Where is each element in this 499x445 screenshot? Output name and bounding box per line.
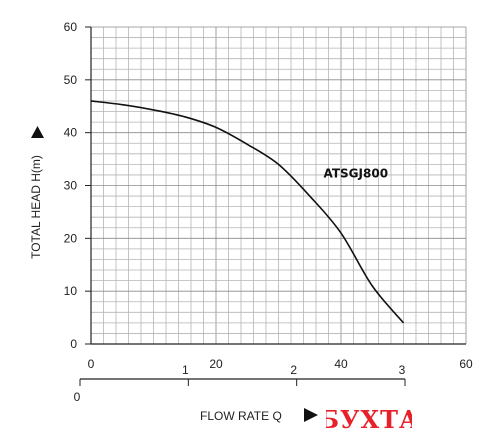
chart-grid [90,26,467,345]
series-line-atsgj800 [90,100,405,324]
x-tick-label: 0 [88,357,95,371]
y-tick-labels: 0 10 20 30 40 50 60 [64,20,78,351]
secondary-x-tick-label: 3 [399,363,406,377]
y-tick-label: 60 [64,20,78,34]
watermark-text: БУХТА [326,405,412,434]
x-tick-label: 60 [459,357,473,371]
y-tick-label: 30 [64,179,78,193]
y-tick-label: 40 [64,126,78,140]
secondary-x-tick-label: 0 [74,390,81,404]
x-tick-label: 20 [209,357,223,371]
x-axis-title: FLOW RATE Q [200,409,282,423]
y-axis-arrow-icon [31,126,44,138]
secondary-x-tick-labels: 0 1 2 3 [74,363,406,404]
watermark-logo: БУХТА [326,405,412,434]
series-label: ATSGJ800 [324,167,389,181]
secondary-x-tick-label: 2 [290,363,297,377]
x-axis-arrow-icon [304,408,318,422]
series-layer: ATSGJ800 [90,100,405,324]
y-tick-label: 20 [64,231,78,245]
y-tick-label: 50 [64,73,78,87]
secondary-x-tick-label: 1 [182,363,189,377]
x-tick-label: 40 [334,357,348,371]
x-tick-labels: 0 20 40 60 [88,357,473,371]
y-axis-title: TOTAL HEAD H(m) [29,155,43,259]
y-tick-label: 0 [70,337,77,351]
chart-axes [79,26,466,386]
y-tick-label: 10 [64,284,78,298]
